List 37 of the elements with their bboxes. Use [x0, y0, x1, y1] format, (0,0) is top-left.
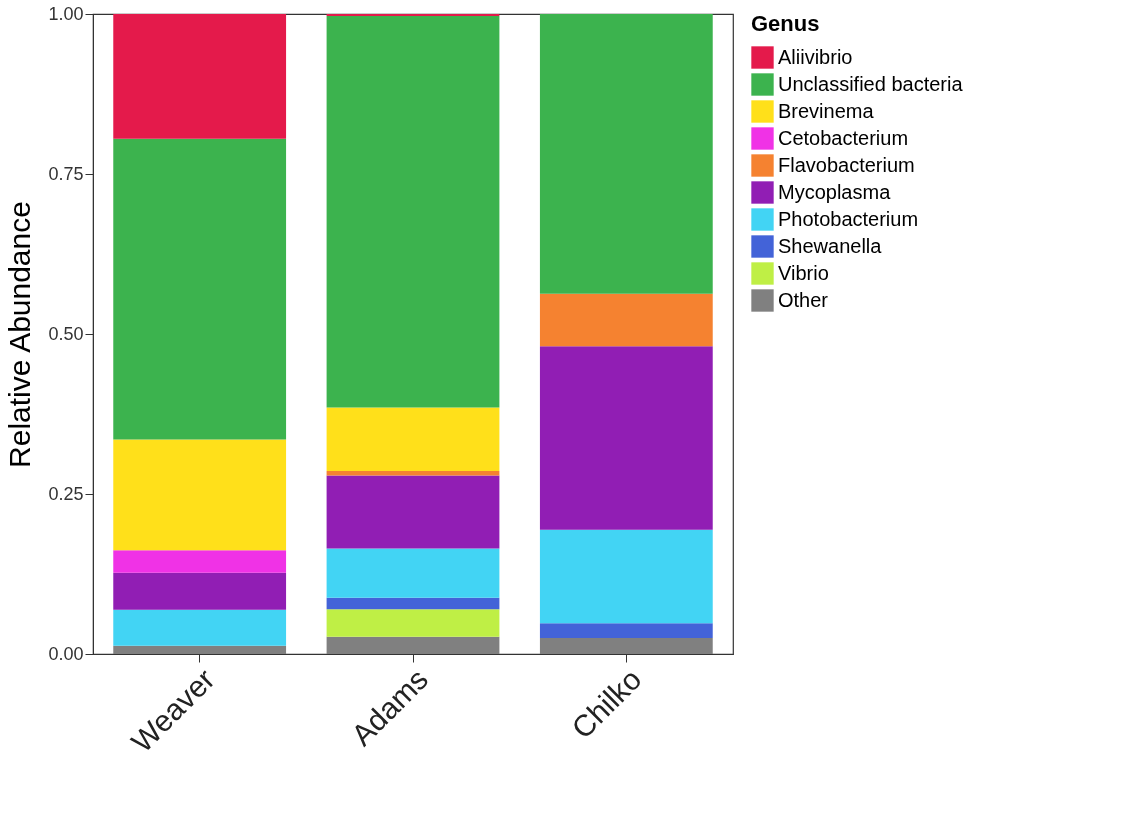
legend-label: Shewanella	[778, 234, 883, 257]
bar	[326, 548, 500, 598]
legend-label: Vibrio	[778, 261, 829, 284]
bar	[326, 15, 500, 408]
bar	[113, 439, 287, 551]
legend-label: Aliivibrio	[778, 45, 853, 68]
bar	[539, 638, 713, 654]
legend-label: Mycoplasma	[778, 180, 892, 203]
bar	[539, 346, 713, 530]
bar	[113, 138, 287, 440]
bar	[113, 14, 287, 139]
bar	[113, 572, 287, 610]
bar	[113, 550, 287, 573]
legend-label: Cetobacterium	[778, 126, 909, 149]
legend-title: Genus	[751, 11, 820, 36]
legend-label: Other	[778, 288, 829, 311]
bar	[326, 475, 500, 549]
bar	[539, 529, 713, 624]
bar	[539, 623, 713, 638]
legend-label: Photobacterium	[778, 207, 919, 230]
bar	[113, 645, 287, 654]
bar	[539, 14, 713, 294]
bar	[326, 597, 500, 610]
legend-label: Brevinema	[778, 99, 875, 122]
y-axis-title: Relative Abundance	[3, 201, 37, 468]
bar	[326, 609, 500, 637]
y-tick-label: 1.00	[48, 3, 84, 24]
bar	[326, 407, 500, 471]
y-tick-label: 0.50	[48, 323, 84, 344]
y-tick-label: 0.25	[48, 483, 84, 504]
y-tick-label: 0.00	[48, 643, 84, 664]
legend-label: Unclassified bacteria	[778, 72, 964, 95]
bar	[539, 293, 713, 347]
y-tick-label: 0.75	[48, 163, 84, 184]
bar	[113, 609, 287, 646]
legend-label: Flavobacterium	[778, 153, 915, 176]
bar	[326, 636, 500, 654]
